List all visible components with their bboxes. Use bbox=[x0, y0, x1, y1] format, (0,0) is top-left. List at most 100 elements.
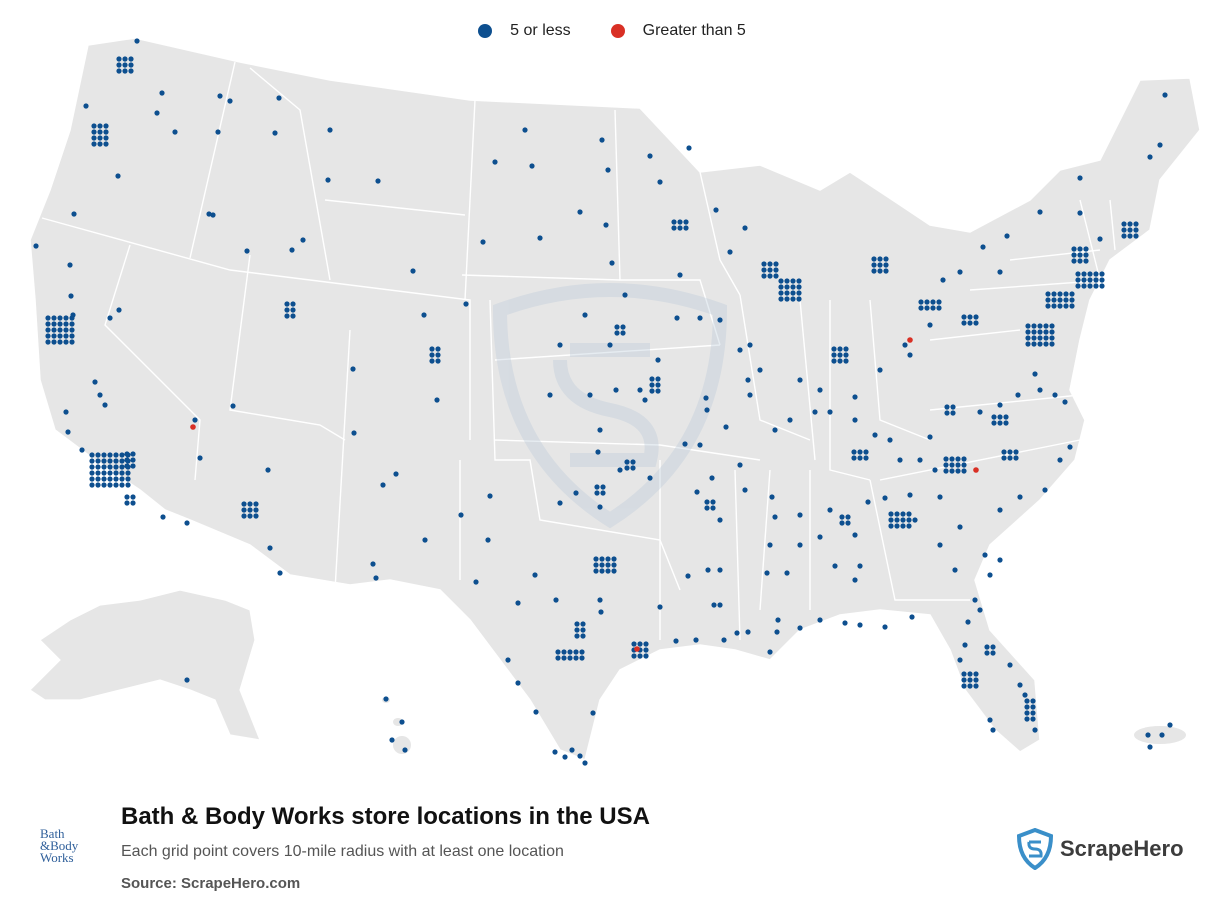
store-dot-low bbox=[1003, 420, 1009, 426]
store-dot-low bbox=[1075, 277, 1081, 283]
store-dot-low bbox=[1071, 258, 1077, 264]
store-dot-low bbox=[1121, 227, 1127, 233]
store-dot-low bbox=[128, 62, 134, 68]
store-dot-low bbox=[119, 482, 125, 488]
store-dot-low bbox=[265, 467, 271, 473]
store-dot-low bbox=[599, 562, 605, 568]
store-dot-low bbox=[767, 273, 773, 279]
store-dot-low bbox=[1133, 227, 1139, 233]
store-dot-low bbox=[1147, 744, 1153, 750]
store-dot-low bbox=[1099, 283, 1105, 289]
legend-item-high: Greater than 5 bbox=[610, 22, 746, 40]
store-dot-low bbox=[697, 315, 703, 321]
store-dot-low bbox=[872, 432, 878, 438]
store-dot-low bbox=[1037, 335, 1043, 341]
store-dot-low bbox=[745, 629, 751, 635]
store-dot-low bbox=[686, 145, 692, 151]
store-dot-high bbox=[634, 646, 640, 652]
store-dot-low bbox=[965, 619, 971, 625]
store-dot-low bbox=[1077, 258, 1083, 264]
store-dot-low bbox=[1071, 246, 1077, 252]
store-dot-low bbox=[1037, 323, 1043, 329]
store-dot-low bbox=[987, 572, 993, 578]
store-dot-low bbox=[883, 262, 889, 268]
store-dot-low bbox=[113, 458, 119, 464]
store-dot-low bbox=[940, 277, 946, 283]
contiguous-us-land bbox=[29, 37, 1201, 762]
store-dot-low bbox=[717, 602, 723, 608]
store-dot-low bbox=[515, 680, 521, 686]
store-dot-low bbox=[1042, 487, 1048, 493]
store-dot-low bbox=[742, 487, 748, 493]
store-dot-low bbox=[421, 312, 427, 318]
store-dot-low bbox=[1071, 252, 1077, 258]
store-dot-low bbox=[89, 476, 95, 482]
store-dot-low bbox=[290, 313, 296, 319]
store-dot-low bbox=[1069, 291, 1075, 297]
store-dot-low bbox=[422, 537, 428, 543]
store-dot-low bbox=[97, 141, 103, 147]
store-dot-low bbox=[1043, 341, 1049, 347]
store-dot-low bbox=[937, 494, 943, 500]
store-dot-low bbox=[605, 556, 611, 562]
store-dot-low bbox=[877, 256, 883, 262]
store-dot-low bbox=[1069, 303, 1075, 309]
store-dot-low bbox=[918, 299, 924, 305]
store-dot-low bbox=[492, 159, 498, 165]
store-dot-low bbox=[957, 524, 963, 530]
store-dot-low bbox=[597, 427, 603, 433]
store-dot-low bbox=[924, 299, 930, 305]
store-dot-low bbox=[980, 244, 986, 250]
store-dot-low bbox=[790, 296, 796, 302]
store-dot-low bbox=[160, 514, 166, 520]
store-dot-low bbox=[647, 153, 653, 159]
store-dot-low bbox=[253, 507, 259, 513]
watermark-shield-icon bbox=[492, 283, 728, 529]
store-dot-low bbox=[402, 747, 408, 753]
store-dot-low bbox=[1077, 246, 1083, 252]
store-dot-low bbox=[116, 307, 122, 313]
store-dot-low bbox=[1057, 291, 1063, 297]
store-dot-low bbox=[107, 458, 113, 464]
store-dot-low bbox=[125, 470, 131, 476]
store-dot-low bbox=[561, 649, 567, 655]
store-dot-low bbox=[888, 517, 894, 523]
store-dot-low bbox=[1162, 92, 1168, 98]
store-dot-low bbox=[713, 207, 719, 213]
store-dot-low bbox=[1037, 341, 1043, 347]
store-dot-low bbox=[1087, 283, 1093, 289]
legend-blue-dot-icon bbox=[478, 24, 493, 38]
store-dot-low bbox=[655, 388, 661, 394]
store-dot-low bbox=[107, 482, 113, 488]
store-dot-low bbox=[1030, 704, 1036, 710]
store-dot-low bbox=[91, 123, 97, 129]
store-dot-low bbox=[206, 211, 212, 217]
store-dot-low bbox=[594, 484, 600, 490]
store-dot-low bbox=[579, 655, 585, 661]
store-dot-low bbox=[877, 268, 883, 274]
store-dot-low bbox=[69, 333, 75, 339]
store-dot-low bbox=[1087, 277, 1093, 283]
store-dot-low bbox=[857, 455, 863, 461]
store-dot-low bbox=[69, 327, 75, 333]
store-dot-low bbox=[677, 272, 683, 278]
store-dot-low bbox=[717, 517, 723, 523]
store-dot-low bbox=[817, 387, 823, 393]
store-dot-low bbox=[128, 56, 134, 62]
store-dot-low bbox=[643, 653, 649, 659]
store-dot-low bbox=[962, 642, 968, 648]
store-dot-low bbox=[380, 482, 386, 488]
store-dot-low bbox=[429, 346, 435, 352]
legend-label-low: 5 or less bbox=[510, 22, 571, 39]
store-dot-low bbox=[383, 696, 389, 702]
store-dot-low bbox=[784, 278, 790, 284]
store-dot-low bbox=[784, 290, 790, 296]
store-dot-low bbox=[609, 260, 615, 266]
store-dot-low bbox=[1030, 716, 1036, 722]
store-dot-low bbox=[45, 333, 51, 339]
store-dot-low bbox=[244, 248, 250, 254]
store-dot-low bbox=[622, 292, 628, 298]
store-dot-low bbox=[973, 677, 979, 683]
store-dot-low bbox=[949, 462, 955, 468]
store-dot-low bbox=[1157, 142, 1163, 148]
